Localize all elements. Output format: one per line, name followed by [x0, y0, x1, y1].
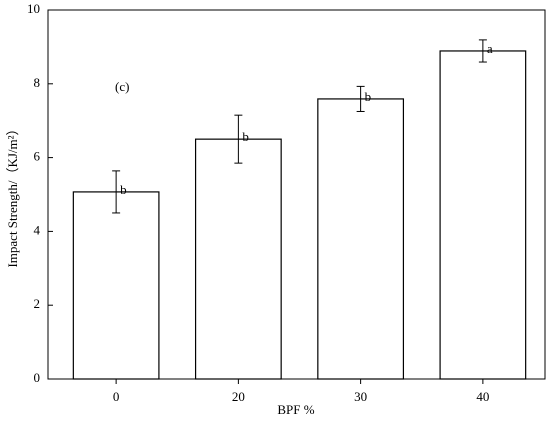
bar [194, 138, 282, 380]
y-tick-label: 2 [34, 296, 41, 311]
significance-letter: a [487, 41, 493, 56]
bar [439, 50, 527, 380]
x-tick-label: 20 [232, 389, 245, 404]
x-tick-label: 0 [113, 389, 120, 404]
significance-letter: b [120, 182, 127, 197]
bar [72, 191, 160, 380]
bar [317, 98, 405, 380]
annotation: (c) [115, 79, 129, 94]
significance-letter: b [242, 129, 249, 144]
x-axis-label: BPF % [277, 402, 314, 417]
y-tick-label: 6 [34, 149, 41, 164]
y-tick-label: 8 [34, 75, 41, 90]
y-tick-label: 10 [27, 1, 40, 16]
x-tick-label: 40 [476, 389, 489, 404]
y-tick-label: 0 [34, 370, 41, 385]
y-tick-label: 4 [34, 222, 41, 237]
plot-frame [47, 9, 546, 380]
significance-letter: b [365, 89, 372, 104]
x-tick-label: 30 [354, 389, 367, 404]
y-axis-label: Impact Strength/（KJ/m²） [5, 122, 20, 267]
